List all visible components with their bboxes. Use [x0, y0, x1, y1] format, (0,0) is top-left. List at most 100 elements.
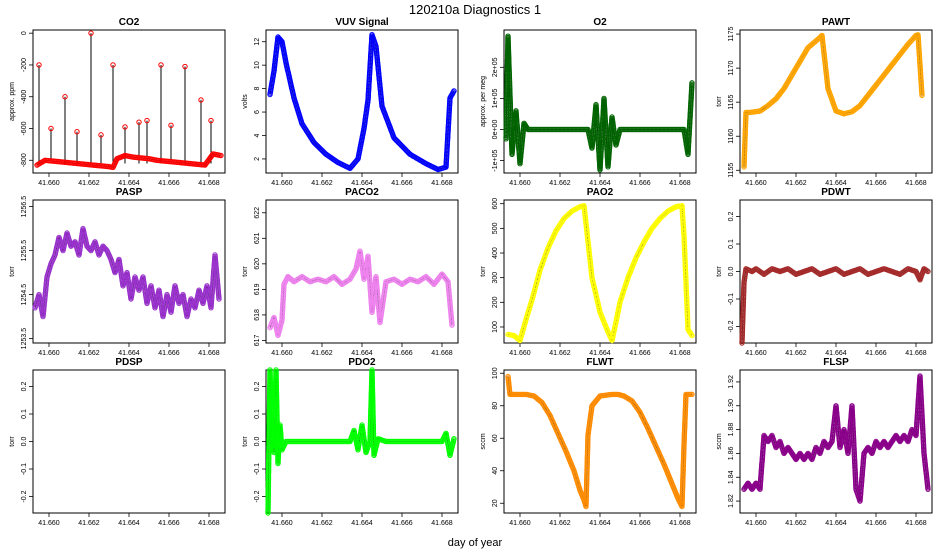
- x-tick-label: 41.668: [669, 520, 691, 527]
- y-tick-label: -800: [21, 153, 28, 167]
- y-tick-label: -0.1: [728, 293, 735, 305]
- x-tick-label: 41.660: [38, 180, 60, 187]
- x-tick-label: 41.664: [118, 350, 140, 357]
- y-tick-label: 622: [254, 207, 261, 219]
- data-point: [451, 88, 457, 94]
- y-axis-label: torr: [716, 266, 723, 277]
- y-tick-label: 0.2: [254, 382, 261, 392]
- y-tick-label: 500: [492, 222, 499, 234]
- x-tick-label: 41.664: [351, 350, 373, 357]
- y-axis-label: sccm: [716, 433, 723, 450]
- y-tick-label: 0e+00: [492, 120, 499, 140]
- x-tick-label: 41.666: [158, 180, 180, 187]
- y-tick-label: 0.2: [21, 382, 28, 392]
- panel-title: PDSP: [115, 357, 143, 368]
- figure-xlabel: day of year: [448, 537, 503, 549]
- plot-frame: [32, 369, 226, 514]
- y-tick-label: 600: [492, 198, 499, 210]
- series-line: [741, 268, 929, 344]
- y-tick-label: 0.0: [728, 267, 735, 277]
- x-tick-label: 41.662: [311, 180, 333, 187]
- x-tick-label: 41.666: [629, 520, 651, 527]
- spike-point: [98, 132, 104, 138]
- x-tick-label: 41.662: [311, 520, 333, 527]
- x-tick-label: 41.660: [745, 350, 767, 357]
- y-tick-label: 1160: [728, 129, 735, 144]
- y-axis-label: torr: [9, 436, 16, 447]
- x-tick-label: 41.660: [271, 350, 293, 357]
- spike-point: [122, 124, 128, 130]
- x-tick-label: 41.666: [629, 350, 651, 357]
- x-tick-label: 41.664: [825, 180, 847, 187]
- spike-point: [136, 119, 142, 125]
- x-tick-label: 41.662: [549, 180, 571, 187]
- y-tick-label: 620: [254, 258, 261, 270]
- y-tick-label: 6: [254, 110, 261, 114]
- panel-title: VUV Signal: [335, 17, 389, 28]
- y-tick-label: -0.1: [254, 463, 261, 475]
- panel-title: PASP: [116, 187, 143, 198]
- x-tick-label: 41.666: [158, 520, 180, 527]
- y-tick-label: 0.1: [21, 409, 28, 419]
- y-tick-label: 40: [492, 467, 499, 475]
- x-tick-label: 41.664: [825, 350, 847, 357]
- x-tick-label: 41.662: [78, 520, 100, 527]
- data-point: [689, 80, 695, 86]
- panel-title: PDO2: [348, 357, 376, 368]
- spike-point: [182, 63, 188, 70]
- y-tick-label: 10: [254, 61, 261, 69]
- x-tick-label: 41.660: [745, 520, 767, 527]
- y-tick-label: 1.88: [728, 423, 735, 437]
- y-tick-label: 1.90: [728, 399, 735, 413]
- x-tick-label: 41.660: [271, 520, 293, 527]
- y-tick-label: 1e+05: [492, 88, 499, 108]
- y-tick-label: 60: [492, 434, 499, 442]
- y-tick-label: -0.1: [21, 463, 28, 475]
- spike-point: [158, 62, 164, 68]
- y-tick-label: -0.2: [254, 490, 261, 502]
- y-tick-label: 20: [492, 499, 499, 507]
- x-tick-label: 41.666: [865, 350, 887, 357]
- plot-frame: [503, 199, 697, 344]
- x-tick-label: 41.668: [198, 350, 220, 357]
- y-tick-label: 0.2: [728, 212, 735, 222]
- x-tick-label: 41.668: [669, 350, 691, 357]
- y-tick-label: 0.0: [254, 437, 261, 447]
- y-tick-label: 0.0: [21, 437, 28, 447]
- y-tick-label: 2e+05: [492, 57, 499, 77]
- x-tick-label: 41.668: [905, 350, 927, 357]
- x-tick-label: 41.668: [431, 350, 453, 357]
- spike-point: [144, 117, 150, 124]
- x-tick-label: 41.668: [669, 180, 691, 187]
- x-tick-label: 41.668: [905, 180, 927, 187]
- spike-point: [168, 122, 174, 129]
- spike-point: [110, 62, 116, 68]
- x-tick-label: 41.662: [785, 350, 807, 357]
- y-tick-label: 1170: [728, 61, 735, 76]
- y-axis-label: torr: [716, 96, 723, 107]
- x-tick-label: 41.664: [589, 180, 611, 187]
- y-axis-label: sccm: [480, 433, 487, 450]
- x-tick-label: 41.666: [391, 520, 413, 527]
- y-tick-label: 200: [492, 296, 499, 308]
- panel-title: FLSP: [823, 357, 849, 368]
- x-tick-label: 41.664: [825, 520, 847, 527]
- spike-point: [62, 94, 68, 100]
- y-tick-label: 619: [254, 283, 261, 295]
- x-tick-label: 41.660: [745, 180, 767, 187]
- y-axis-label: torr: [9, 266, 16, 277]
- y-axis-label: torr: [242, 266, 249, 277]
- y-tick-label: 8: [254, 87, 261, 91]
- series-line: [507, 205, 693, 343]
- panel-title: CO2: [119, 17, 140, 28]
- y-tick-label: 1.92: [728, 375, 735, 389]
- y-tick-label: 1175: [728, 26, 735, 41]
